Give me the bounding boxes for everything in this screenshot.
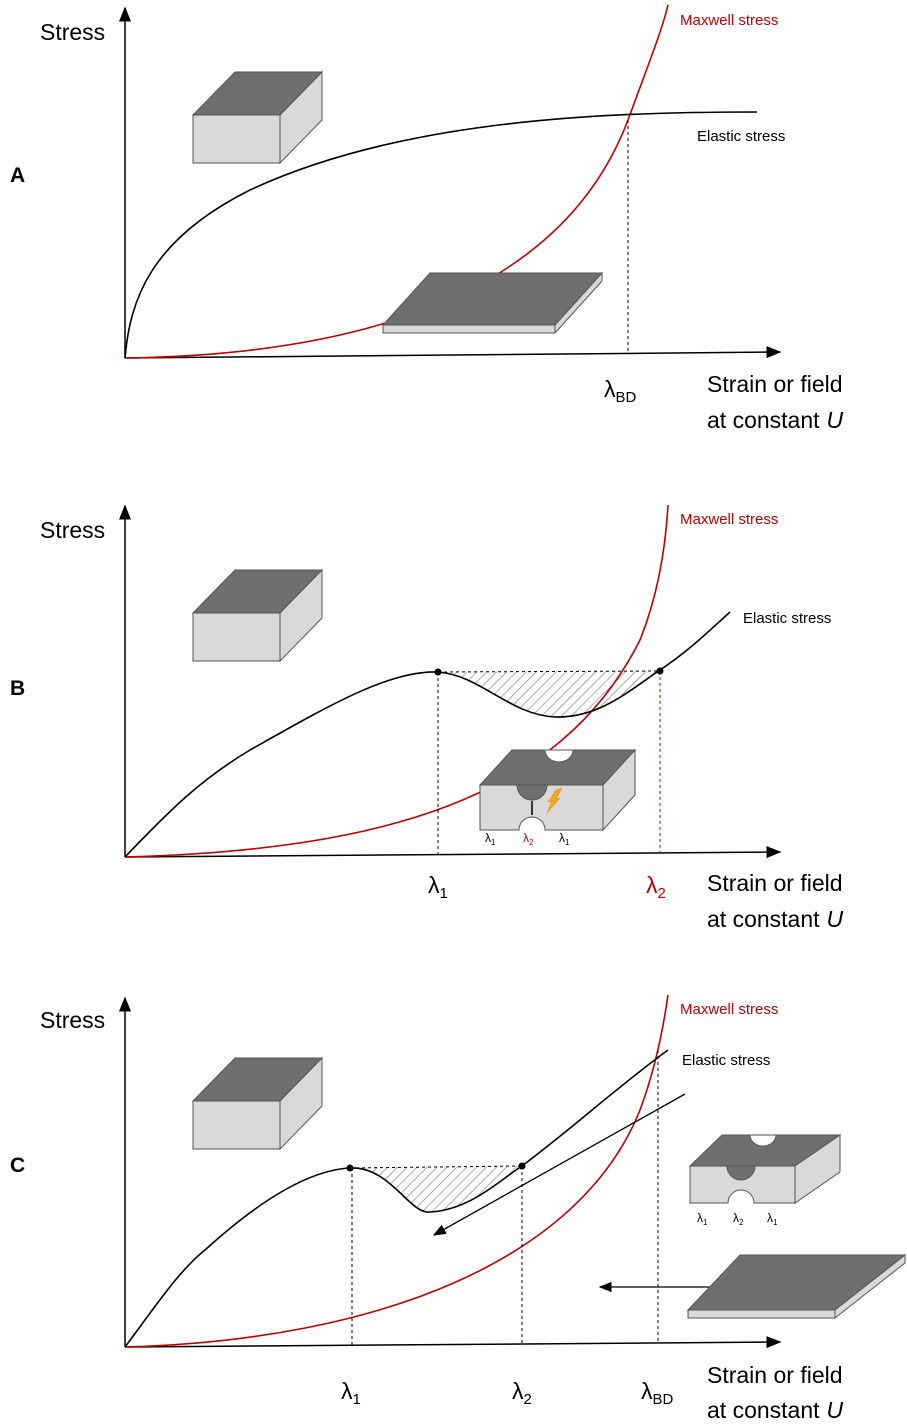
maxwell-curve — [125, 5, 668, 358]
x-axis — [125, 852, 780, 857]
variable: U — [827, 906, 844, 932]
elastic-label: Elastic stress — [697, 128, 785, 145]
subscript: 2 — [739, 1218, 744, 1227]
variable: U — [827, 407, 844, 433]
x-axis-label: Strain or field — [707, 870, 843, 896]
subscript: BD — [616, 389, 637, 406]
block — [193, 72, 322, 163]
x-marker: λ2 — [646, 872, 666, 902]
x-marker: λ1 — [341, 1378, 361, 1408]
point — [435, 669, 442, 676]
maxwell-label: Maxwell stress — [680, 511, 778, 528]
x-axis-label: at constant U — [707, 1397, 844, 1423]
subscript: 2 — [658, 885, 666, 902]
point — [347, 1165, 354, 1172]
block — [193, 1058, 322, 1149]
inset-label: λ1 — [559, 831, 570, 847]
inset-label: λ1 — [697, 1211, 708, 1227]
subscript: 2 — [529, 838, 534, 847]
subscript: 1 — [565, 838, 570, 847]
subscript: 1 — [703, 1218, 708, 1227]
plate — [383, 273, 602, 333]
inset-label: λ1 — [485, 831, 496, 847]
symbol: λ — [646, 872, 658, 898]
x-axis-label: at constant U — [707, 906, 844, 932]
hatched-area — [350, 1166, 522, 1212]
x-axis-label: at constant U — [707, 407, 844, 433]
panel-label: A — [10, 164, 25, 187]
inset-label: λ2 — [733, 1211, 744, 1227]
panel-label: C — [10, 1154, 25, 1177]
symbol: λ — [428, 872, 440, 898]
subscript: 1 — [773, 1218, 778, 1227]
symbol: λ — [341, 1378, 353, 1404]
point — [519, 1163, 526, 1170]
point — [657, 668, 664, 675]
subscript: 1 — [440, 885, 448, 902]
text: at constant — [707, 1397, 820, 1423]
figure: A Stress Maxwell stress Elastic stress λ… — [0, 0, 907, 1427]
notched-block — [480, 750, 635, 830]
symbol: λ — [604, 376, 616, 402]
maxwell-label: Maxwell stress — [680, 12, 778, 29]
x-axis-label: Strain or field — [707, 1362, 843, 1388]
x-axis-label: Strain or field — [707, 371, 843, 397]
x-marker: λBD — [641, 1378, 674, 1408]
subscript: 2 — [524, 1391, 532, 1408]
y-axis-label: Stress — [40, 517, 105, 543]
notched-block — [690, 1135, 840, 1203]
y-axis-label: Stress — [40, 1007, 105, 1033]
elastic-label: Elastic stress — [682, 1052, 770, 1069]
subscript: 1 — [353, 1391, 361, 1408]
x-marker: λBD — [604, 376, 637, 406]
x-axis — [125, 1342, 780, 1347]
panel-b: B Stress Maxwell stress Elastic stress λ… — [10, 505, 844, 932]
symbol: λ — [641, 1378, 653, 1404]
x-marker: λ1 — [428, 872, 448, 902]
panel-label: B — [10, 677, 25, 700]
text: at constant — [707, 906, 820, 932]
inset-label: λ1 — [767, 1211, 778, 1227]
maxwell-label: Maxwell stress — [680, 1001, 778, 1018]
x-marker: λ2 — [512, 1378, 532, 1408]
panel-a: A Stress Maxwell stress Elastic stress λ… — [10, 5, 844, 433]
symbol: λ — [512, 1378, 524, 1404]
text: at constant — [707, 407, 820, 433]
inset-label: λ2 — [523, 831, 534, 847]
panel-c: C Stress Maxwell stress Elastic stress λ… — [10, 995, 905, 1423]
arrow — [434, 1094, 685, 1235]
hatched-area — [438, 671, 660, 717]
elastic-label: Elastic stress — [743, 610, 831, 627]
variable: U — [827, 1397, 844, 1423]
y-axis-label: Stress — [40, 19, 105, 45]
subscript: 1 — [491, 838, 496, 847]
plate — [688, 1255, 905, 1318]
subscript: BD — [653, 1391, 674, 1408]
block — [193, 570, 322, 661]
